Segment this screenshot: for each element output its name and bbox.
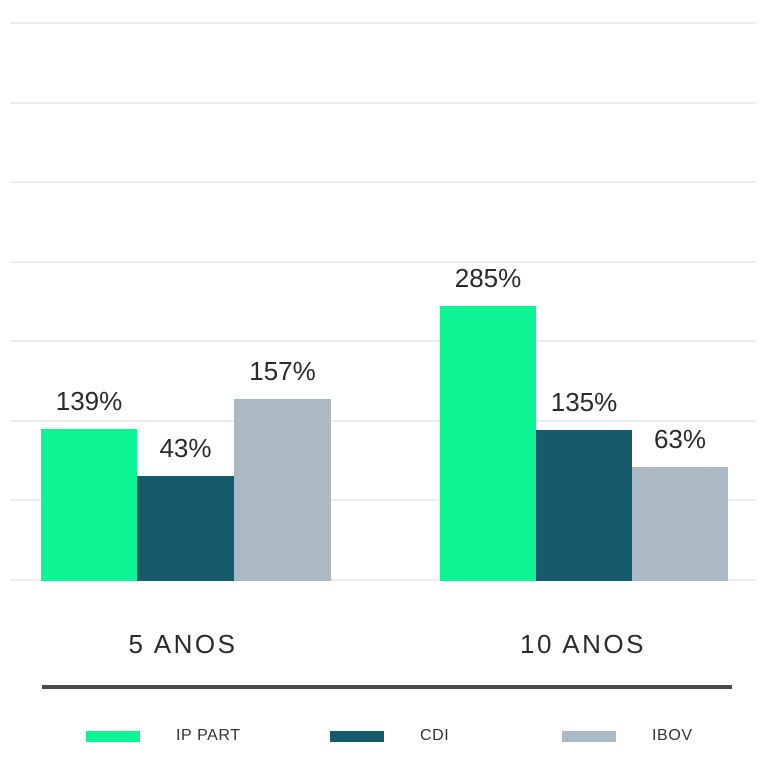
gridline [10,101,756,104]
bar-value-label-ip-part-5-anos: 139% [55,386,123,416]
bar-value-label-ip-part-10-anos: 285% [454,263,522,293]
legend-item-cdi: CDI [330,727,449,745]
bar-value-label-cdi-10-anos: 135% [550,387,618,417]
legend-label-ip-part: IP PART [176,727,241,744]
legend-item-ip-part: IP PART [86,727,241,745]
bar-ibov-10-anos: 63% [632,424,728,581]
legend-label-ibov: IBOV [652,727,693,744]
bar-value-label-ibov-5-anos: 157% [249,356,316,386]
bar-value-label-ibov-10-anos: 63% [653,424,707,454]
category-label-10-anos: 10 ANOS [520,629,646,659]
gridline [10,419,756,422]
gridline [10,579,756,581]
gridline [10,260,756,263]
bar-ibov-5-anos: 157% [234,356,331,581]
gridline [10,340,756,343]
category-label-5-anos: 5 ANOS [128,629,238,659]
bar-cdi-5-anos: 43% [137,433,234,581]
bar-ip-part-10-anos: 285% [440,263,536,581]
bar-ip-part-5-anos: 139% [41,386,137,581]
gridline [10,499,756,502]
legend-label-cdi: CDI [420,727,450,744]
legend-item-ibov: IBOV [562,727,693,745]
legend-swatch-ibov [562,730,616,742]
gridline [10,181,756,184]
gridline [10,22,756,24]
legend-swatch-ip-part [86,730,140,742]
legend-divider [42,685,732,689]
legend-swatch-cdi [330,730,384,742]
bar-cdi-10-anos: 135% [536,387,632,581]
bar-value-label-cdi-5-anos: 43% [159,433,212,463]
